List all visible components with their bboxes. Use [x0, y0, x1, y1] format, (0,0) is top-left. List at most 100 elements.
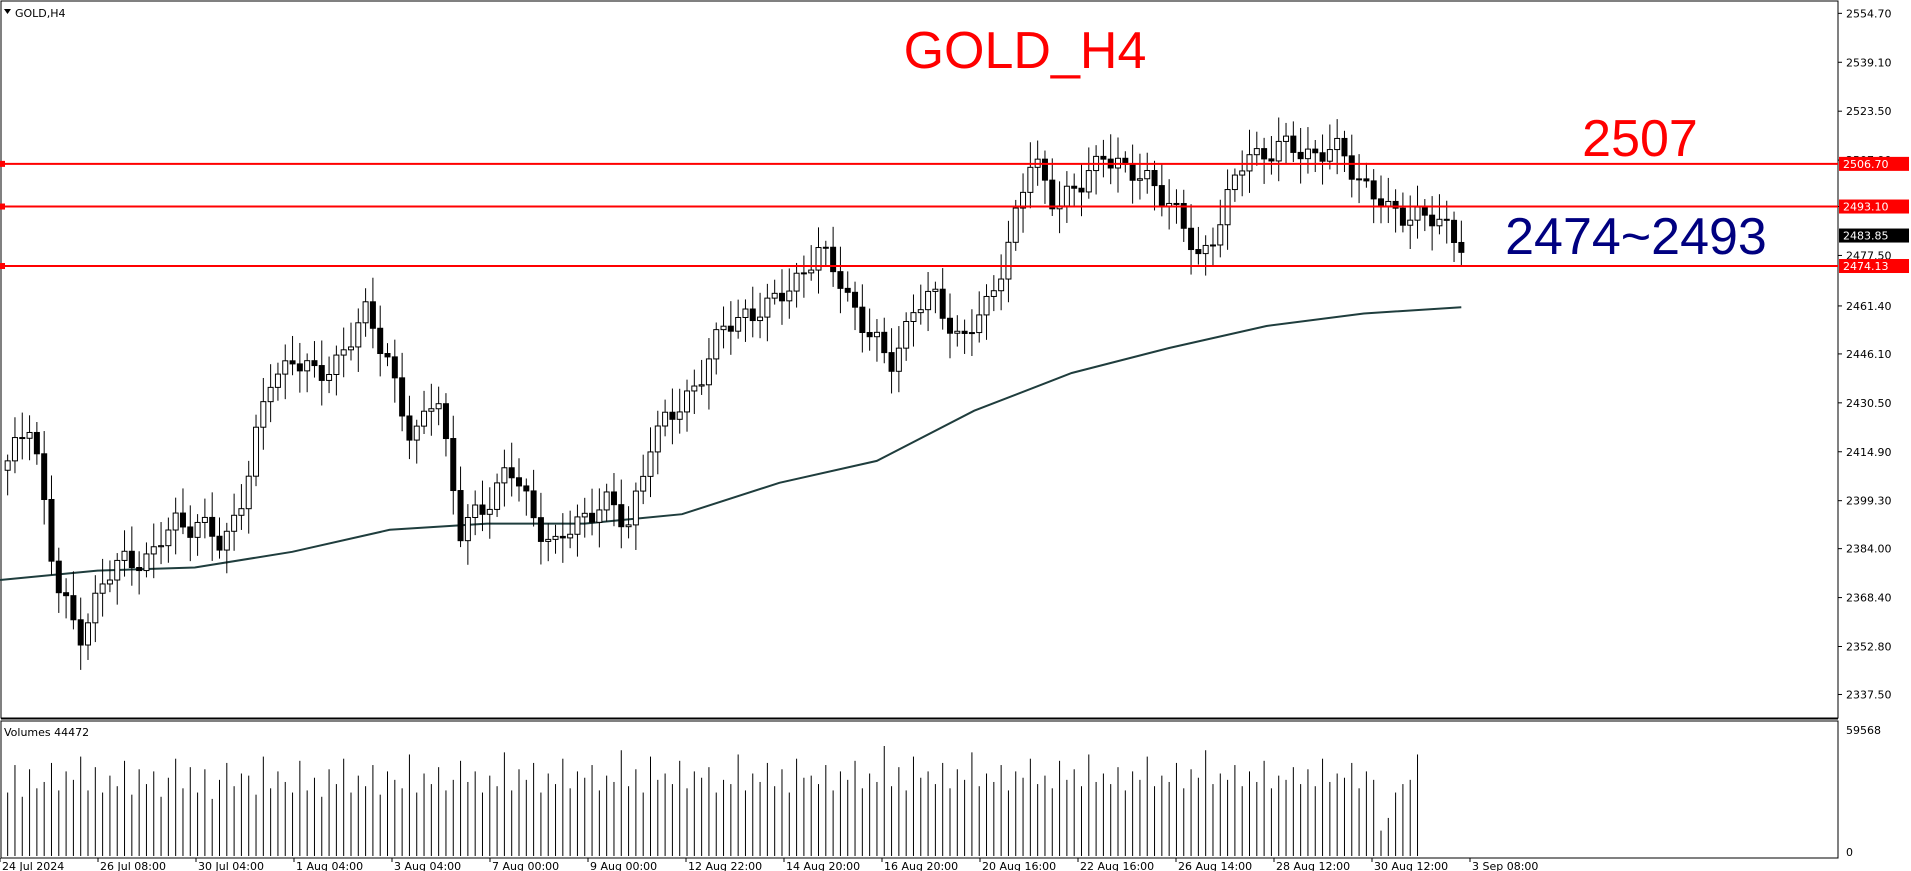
candle-body-bear [961, 330, 968, 334]
candle-body-bear [888, 352, 895, 372]
candle-body-bear [1041, 158, 1048, 181]
candle-body-bull [1253, 148, 1260, 156]
x-tick-label: 9 Aug 00:00 [590, 860, 657, 871]
candle [1385, 177, 1392, 224]
candle-body-bear [859, 306, 866, 333]
candle [698, 359, 705, 395]
level-handle[interactable] [0, 160, 5, 167]
candle-body-bear [669, 411, 676, 420]
candle-body-bear [1188, 227, 1195, 251]
volume-bars: 59568 0 [7, 724, 1881, 859]
candle [464, 504, 471, 565]
candle [77, 597, 84, 670]
candle-body-bear [1341, 137, 1348, 157]
candle [289, 335, 296, 376]
candle-body-bull [632, 490, 639, 526]
candle [304, 353, 311, 393]
candle [136, 551, 143, 595]
candle-body-bear [1129, 163, 1136, 181]
price-levels[interactable]: 2506.70 2493.10 2474.13 2483.85 [0, 156, 1909, 274]
candle-body-bull [143, 553, 150, 572]
level-price-tag [1839, 199, 1909, 214]
y-tick-label: 2384.00 [1846, 543, 1892, 556]
candle [917, 284, 924, 325]
candle-body-bear [589, 512, 596, 523]
candle [530, 469, 537, 527]
candle-body-bear [77, 619, 84, 646]
candle-body-bull [355, 322, 362, 348]
candle [1195, 226, 1202, 265]
chart-title-annotation: GOLD_H4 [904, 22, 1147, 80]
candle-body-bull [1436, 218, 1443, 227]
candle-body-bull [238, 508, 245, 516]
candle-body-bear [618, 504, 625, 528]
candle [1326, 124, 1333, 170]
candle [567, 510, 574, 549]
candle [1392, 189, 1399, 233]
candle [640, 454, 647, 505]
candle-body-bull [771, 292, 778, 299]
candle [713, 322, 720, 375]
candle-body-bear [1421, 206, 1428, 216]
candle [1093, 145, 1100, 195]
candle-body-bull [698, 384, 705, 387]
candle-body-bear [406, 415, 413, 441]
candle [1144, 152, 1151, 194]
candle-body-bear [516, 477, 523, 487]
level-handle[interactable] [0, 263, 5, 270]
candle-body-bull [705, 358, 712, 386]
candle [793, 262, 800, 308]
candle [121, 530, 128, 577]
candle [158, 522, 165, 565]
candle [1085, 147, 1092, 199]
candle-body-bull [757, 316, 764, 322]
candle-body-bull [574, 516, 581, 535]
candle-body-bull [121, 550, 128, 561]
candle [778, 269, 785, 325]
candle-body-bear [1458, 241, 1465, 253]
candle-body-bull [983, 295, 990, 316]
candle-body-bull [304, 360, 311, 372]
candle [48, 475, 55, 575]
candle-body-bear [187, 526, 194, 538]
candle [1063, 171, 1070, 223]
candle-body-bull [486, 508, 493, 515]
candle-body-bull [99, 583, 106, 594]
candle [494, 473, 501, 517]
candle [384, 343, 391, 367]
candle-body-bear [946, 317, 953, 334]
x-tick-label: 14 Aug 20:00 [786, 860, 860, 871]
candle [669, 388, 676, 445]
candle [1297, 127, 1304, 184]
candle-body-bear [296, 363, 303, 372]
candle-body-bull [545, 538, 552, 542]
candle [1283, 122, 1290, 165]
candle [4, 454, 11, 496]
level-handle[interactable] [0, 203, 5, 210]
candle-body-bull [903, 320, 910, 349]
candle-body-bear [1443, 218, 1450, 221]
candle [508, 442, 515, 497]
main-chart-frame [0, 0, 1839, 719]
candle-body-bear [1451, 219, 1458, 243]
candle-body-bull [1136, 178, 1143, 181]
candle [749, 286, 756, 338]
level-price-tag [1839, 156, 1909, 171]
candle-body-bear [399, 377, 406, 417]
candle-body-bull [158, 545, 165, 548]
candle-body-bull [808, 269, 815, 274]
candle-body-bull [172, 512, 179, 531]
candle-body-bear [55, 560, 62, 594]
current-price-tag [1839, 228, 1909, 243]
candle-body-bear [1377, 198, 1384, 207]
candle-body-bull [925, 290, 932, 311]
candle [822, 240, 829, 267]
candle [267, 364, 274, 423]
candle-body-bull [552, 535, 559, 540]
candle-body-bull [793, 272, 800, 292]
x-axis-ticks: 24 Jul 2024 26 Jul 08:00 30 Jul 04:00 1 Aug… [0, 858, 1538, 871]
symbol-dropdown-icon[interactable] [4, 9, 11, 14]
candle-body-bear [1268, 158, 1275, 162]
candle-body-bear [289, 360, 296, 365]
